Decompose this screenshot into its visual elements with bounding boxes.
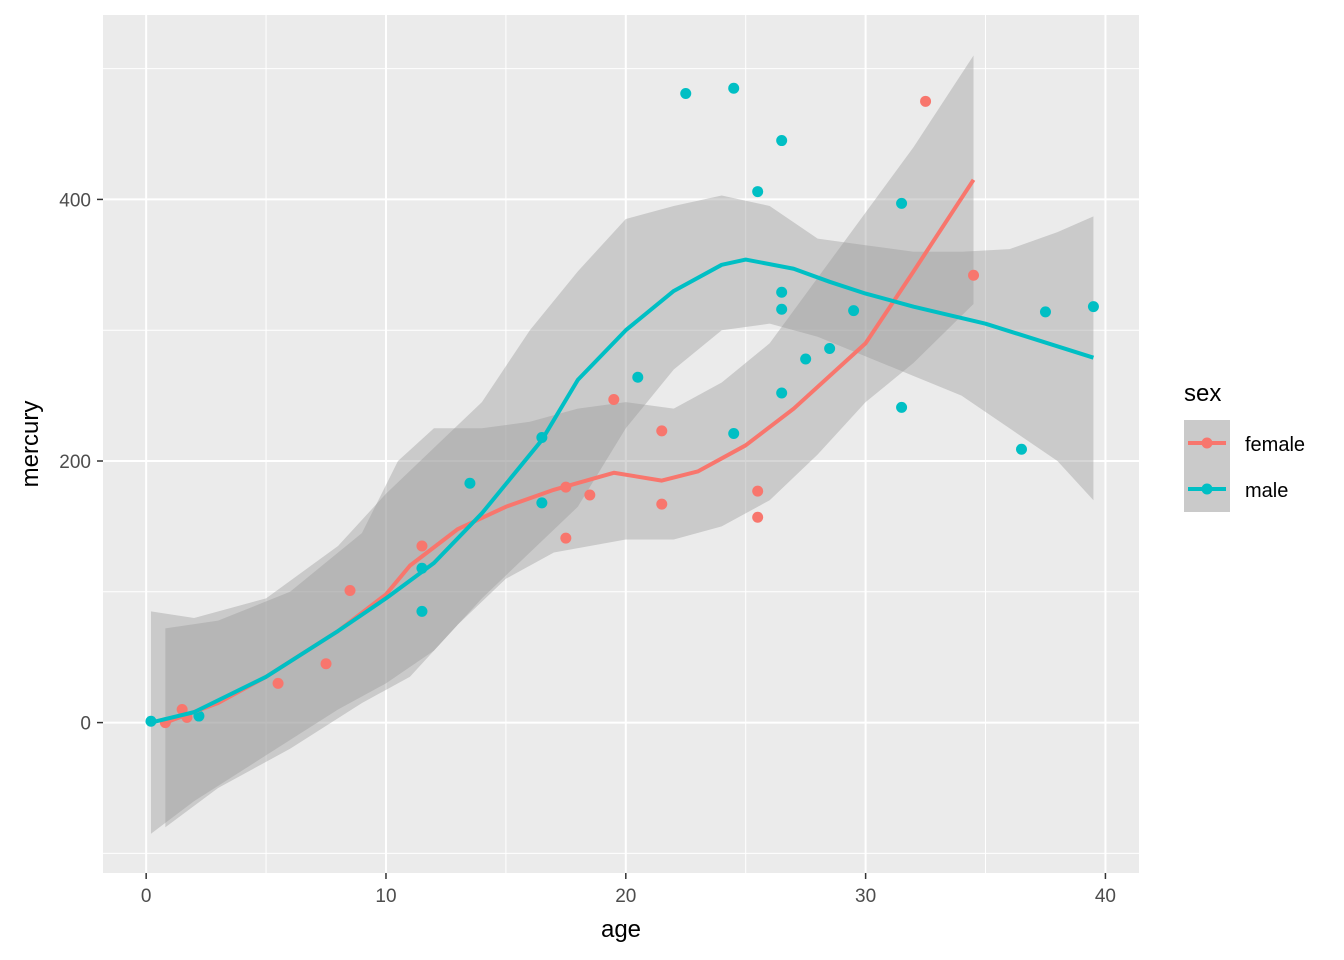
female-point bbox=[344, 584, 356, 596]
x-tick-label: 10 bbox=[375, 886, 396, 907]
male-point bbox=[776, 303, 788, 315]
female-point bbox=[920, 95, 932, 107]
male-point bbox=[776, 387, 788, 399]
female-point bbox=[968, 269, 980, 281]
male-point bbox=[536, 497, 548, 509]
male-point bbox=[416, 605, 428, 617]
smooth-lines bbox=[150, 178, 1095, 725]
male-point bbox=[728, 82, 740, 94]
male-point bbox=[896, 197, 908, 209]
plot-panel bbox=[103, 15, 1139, 873]
legend-label-female: female bbox=[1245, 434, 1305, 456]
x-tick-label: 0 bbox=[141, 886, 152, 907]
male-point bbox=[848, 305, 860, 317]
x-tick-label: 40 bbox=[1095, 886, 1116, 907]
female-point bbox=[656, 425, 668, 437]
male-point bbox=[728, 428, 740, 440]
male-point bbox=[896, 401, 908, 413]
male-confidence-ribbon bbox=[150, 195, 1094, 834]
female-point bbox=[608, 394, 620, 406]
female-point bbox=[416, 540, 428, 552]
male-point bbox=[1039, 306, 1051, 318]
male-point bbox=[1015, 443, 1027, 455]
x-tick-label: 20 bbox=[615, 886, 636, 907]
grid bbox=[103, 15, 1139, 873]
confidence-ribbons bbox=[150, 55, 1094, 834]
male-point bbox=[464, 477, 476, 489]
male-point bbox=[632, 371, 644, 383]
y-axis-title: mercury bbox=[17, 401, 44, 488]
female-confidence-ribbon bbox=[165, 55, 974, 828]
legend-title: sex bbox=[1184, 380, 1221, 407]
y-tick-label: 400 bbox=[59, 190, 91, 211]
x-axis-title: age bbox=[601, 916, 641, 943]
legend-key-point bbox=[1201, 437, 1213, 449]
male-smooth-line bbox=[150, 257, 1095, 725]
y-tick-label: 0 bbox=[80, 714, 91, 735]
female-point bbox=[656, 498, 668, 510]
male-point bbox=[824, 343, 836, 355]
legend-key-point bbox=[1201, 483, 1213, 495]
female-point bbox=[752, 511, 764, 523]
male-point bbox=[776, 135, 788, 147]
male-point bbox=[776, 286, 788, 298]
female-point bbox=[272, 677, 284, 689]
male-point bbox=[680, 87, 692, 99]
female-point bbox=[752, 485, 764, 497]
legend: sex female male bbox=[1184, 380, 1305, 512]
y-tick-label: 200 bbox=[59, 452, 91, 473]
male-point bbox=[1087, 301, 1099, 313]
female-point bbox=[560, 532, 572, 544]
female-point bbox=[320, 658, 332, 670]
male-point bbox=[800, 353, 812, 365]
female-point bbox=[584, 489, 596, 501]
legend-label-male: male bbox=[1245, 480, 1288, 502]
male-point bbox=[752, 186, 764, 198]
x-tick-label: 30 bbox=[855, 886, 876, 907]
